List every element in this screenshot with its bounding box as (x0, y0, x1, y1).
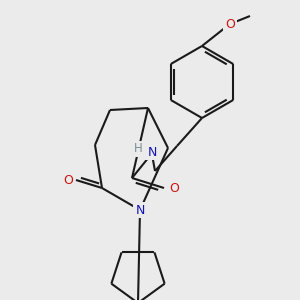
Text: N: N (135, 203, 145, 217)
Text: O: O (169, 182, 179, 194)
Text: O: O (225, 17, 235, 31)
Text: O: O (63, 173, 73, 187)
Text: N: N (147, 146, 157, 158)
Text: H: H (134, 142, 142, 155)
